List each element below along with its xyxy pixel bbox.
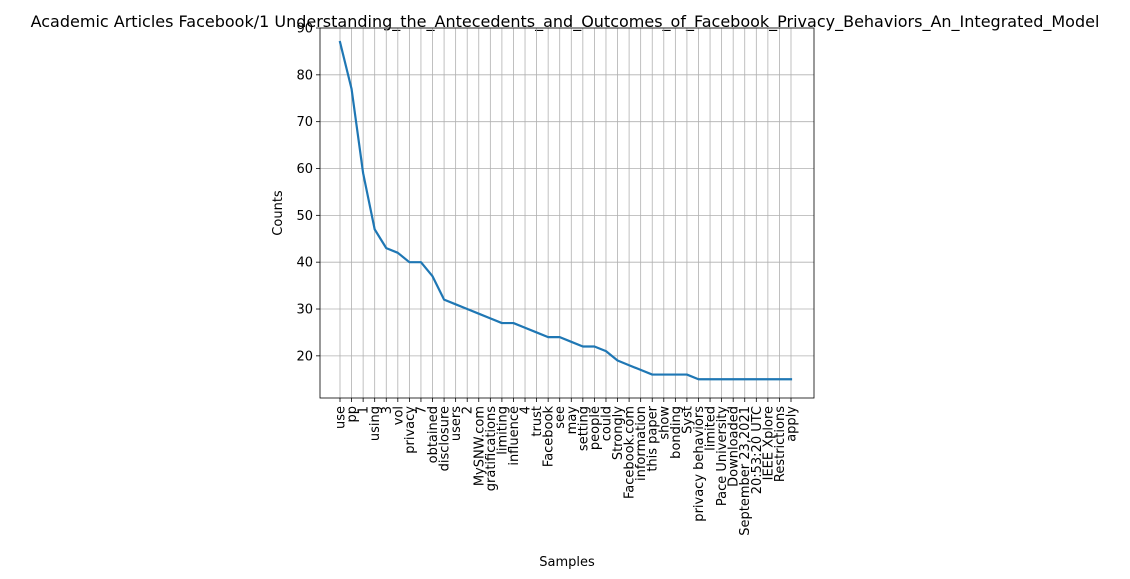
x-axis-label: Samples	[539, 555, 595, 570]
x-tick-label: vol	[391, 406, 406, 425]
y-tick-label: 30	[296, 303, 313, 318]
x-tick-label: trust	[530, 406, 545, 437]
x-tick-label: people	[588, 406, 603, 450]
x-tick-label: use	[334, 406, 349, 429]
series-layer	[338, 40, 793, 381]
x-tick-label: IEEE Xplore	[761, 406, 776, 480]
y-tick-label: 60	[296, 162, 313, 177]
x-tick-label: 3	[380, 406, 395, 414]
x-tick-label: 1	[357, 406, 372, 414]
x-tick-label: Pace University	[715, 406, 730, 506]
x-tick-label: this paper	[646, 405, 661, 471]
x-tick-label: limited	[704, 406, 719, 451]
x-tick-label: 4	[519, 406, 534, 414]
x-tick-label: setting	[576, 406, 591, 451]
y-tick-label: 40	[296, 256, 313, 271]
x-tick-label: see	[553, 406, 568, 429]
series-line	[338, 40, 793, 381]
x-tick-label: may	[565, 406, 580, 435]
plot-area-frame	[319, 27, 815, 399]
x-tick-label: Facebook	[542, 406, 557, 468]
x-tick-label: information	[634, 406, 649, 481]
y-tick-label: 50	[296, 209, 313, 224]
x-tick-label: 2	[461, 406, 476, 414]
y-axis-label: Counts	[271, 190, 286, 236]
x-tick-label: influence	[507, 406, 522, 466]
x-tick-label: 20:53:20 UTC	[750, 406, 765, 494]
x-axis-ticks: usepp1using3volprivacy7obtaineddisclosur…	[334, 398, 800, 536]
grid	[320, 27, 814, 398]
x-tick-label: pp	[345, 406, 360, 423]
x-tick-label: bonding	[669, 406, 684, 459]
x-tick-label: disclosure	[438, 406, 453, 471]
x-tick-label: privacy	[403, 406, 418, 454]
y-tick-label: 90	[296, 22, 313, 37]
chart-title: Academic Articles Facebook/1 Understandi…	[31, 12, 1100, 32]
y-tick-label: 70	[296, 115, 313, 130]
x-tick-label: limiting	[495, 406, 510, 455]
x-tick-label: gratifications	[484, 406, 499, 491]
x-tick-label: users	[449, 406, 464, 441]
x-tick-label: Facebook.com	[623, 406, 638, 499]
x-tick-label: obtained	[426, 406, 441, 463]
x-tick-label: Downloaded	[727, 406, 742, 487]
x-tick-label: MySNW.com	[472, 406, 487, 486]
x-tick-label: show	[657, 406, 672, 440]
x-tick-label: 7	[414, 406, 429, 414]
x-tick-label: Syst	[680, 406, 695, 434]
x-tick-label: could	[599, 406, 614, 441]
x-tick-label: Restrictions	[773, 406, 788, 482]
y-axis-ticks: 20 30 40 50 60 70 80 90	[296, 22, 320, 364]
y-tick-label: 20	[296, 349, 313, 364]
x-tick-label: September 23,2021	[738, 406, 753, 536]
x-tick-label: privacy behaviors	[692, 406, 707, 522]
x-tick-label: apply	[785, 406, 800, 442]
x-tick-label: Strongly	[611, 406, 626, 460]
y-tick-label: 80	[296, 68, 313, 83]
x-tick-label: using	[368, 406, 383, 441]
